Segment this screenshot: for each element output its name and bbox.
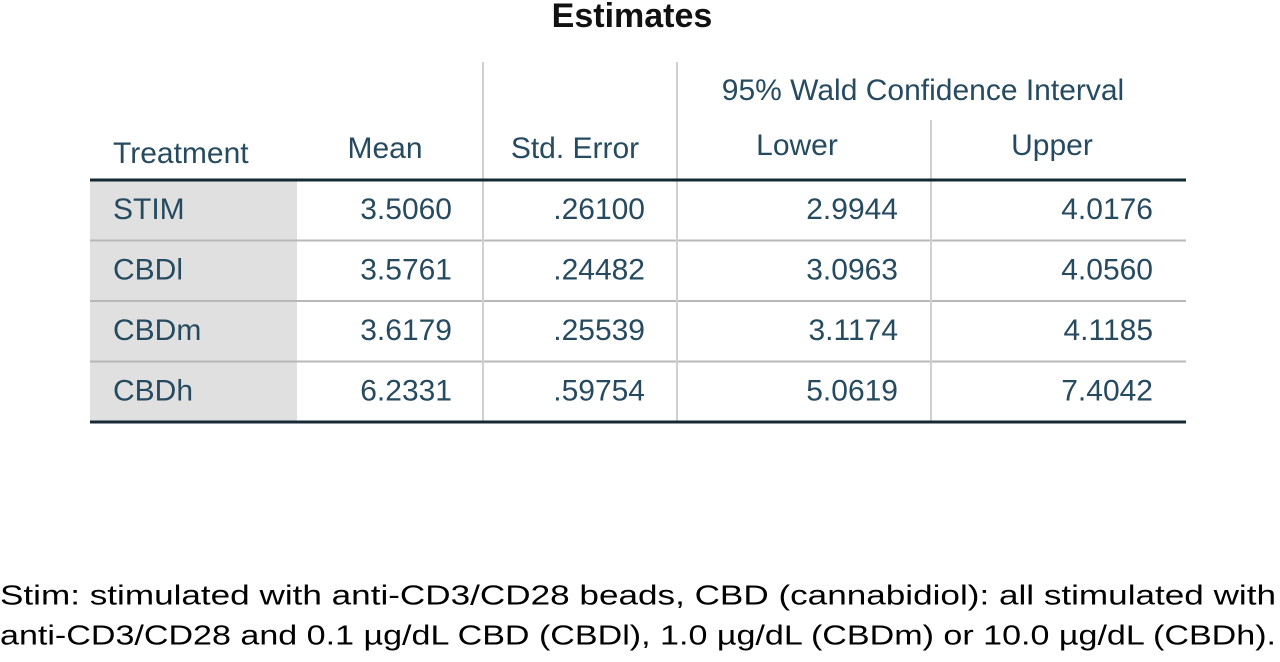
- cell: 3.1174: [808, 314, 898, 347]
- row-header: CBDm: [113, 314, 201, 347]
- cell: 4.0560: [1061, 254, 1153, 287]
- table-title: Estimates: [552, 0, 713, 35]
- column-header: Mean: [347, 132, 422, 165]
- cell: 7.4042: [1061, 375, 1153, 408]
- cell: 4.1185: [1063, 314, 1153, 347]
- cell: .26100: [553, 193, 645, 226]
- footnote-line: anti-CD3/CD28 and 0.1 µg/dL CBD (CBDl), …: [0, 619, 1276, 650]
- column-header: Treatment: [113, 137, 249, 170]
- cell: .24482: [553, 254, 645, 287]
- cell: 2.9944: [806, 193, 898, 226]
- cell: 6.2331: [360, 375, 452, 408]
- header-dividers: [482, 62, 932, 180]
- row-header: CBDh: [113, 375, 193, 408]
- cell: 3.5060: [360, 193, 452, 226]
- column-header: Lower: [756, 129, 838, 162]
- table-body: Treatment Mean Std. Error Lower Upper STIM 3.5…: [90, 129, 1186, 424]
- group-header: 95% Wald Confidence Interval: [722, 74, 1124, 107]
- row-header: CBDl: [113, 254, 183, 287]
- column-header: Std. Error: [511, 132, 639, 165]
- cell: 3.6179: [360, 314, 452, 347]
- cell: 3.0963: [806, 254, 898, 287]
- footnote-line: Stim: stimulated with anti-CD3/CD28 bead…: [0, 579, 1276, 610]
- row-header: STIM: [113, 193, 185, 226]
- cell: 4.0176: [1061, 193, 1153, 226]
- cell: 3.5761: [360, 254, 452, 287]
- column-header: Upper: [1011, 129, 1093, 162]
- cell: .59754: [553, 375, 645, 408]
- cell: 5.0619: [806, 375, 898, 408]
- cell: .25539: [553, 314, 645, 347]
